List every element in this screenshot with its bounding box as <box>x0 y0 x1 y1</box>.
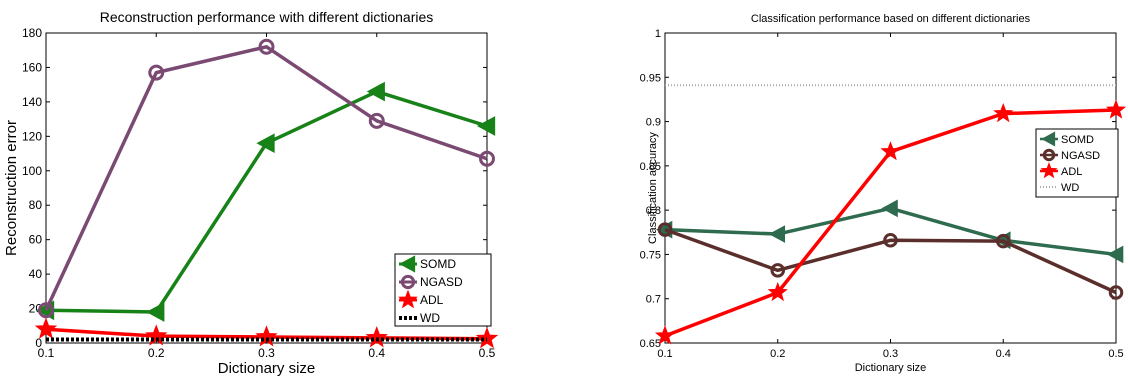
data-point-ngasd <box>479 150 495 167</box>
legend-label: ADL <box>420 293 444 307</box>
y-tick-label: 40 <box>29 267 43 281</box>
data-point-somd <box>881 199 898 218</box>
legend-item-adl: ADL <box>398 289 444 309</box>
y-tick-label: 60 <box>29 233 43 247</box>
x-tick-label: 0.3 <box>883 348 898 360</box>
legend-marker <box>1040 161 1058 179</box>
data-point-ngasd <box>770 263 786 278</box>
legend-label: WD <box>1061 182 1079 194</box>
chart-title: Reconstruction performance with differen… <box>100 9 434 25</box>
y-axis-label: Reconstruction error <box>3 120 20 256</box>
data-point-ngasd <box>995 233 1011 249</box>
data-point-adl <box>34 317 58 339</box>
legend-marker <box>400 274 416 290</box>
data-point-ngasd <box>368 112 385 129</box>
data-point-ngasd <box>657 222 673 237</box>
legend-item-wd: WD <box>399 311 440 325</box>
series-ngasd <box>657 222 1124 300</box>
y-tick-label: 0.65 <box>640 338 661 350</box>
legend-marker <box>1042 148 1056 162</box>
data-point-ngasd <box>883 232 898 248</box>
series-ngasd <box>38 38 495 319</box>
data-point-ngasd <box>1108 285 1124 300</box>
data-point-adl <box>1105 99 1127 119</box>
legend-item-wd: WD <box>1040 182 1079 194</box>
data-point-ngasd <box>38 302 54 319</box>
y-tick-label: 80 <box>29 198 43 212</box>
data-point-somd <box>146 302 165 322</box>
legend-label: NGASD <box>420 275 463 289</box>
y-tick-label: 1 <box>655 28 661 40</box>
series-adl <box>654 99 1127 345</box>
data-point-somd <box>256 133 275 154</box>
y-tick-label: 100 <box>22 164 42 178</box>
x-tick-label: 0.2 <box>770 348 785 360</box>
series-somd <box>35 81 496 322</box>
x-tick-label: 0.5 <box>1108 348 1123 360</box>
legend-item-ngasd: NGASD <box>399 274 463 290</box>
legend-marker <box>399 255 416 273</box>
y-tick-label: 120 <box>22 129 42 143</box>
y-tick-label: 0.7 <box>646 294 661 306</box>
data-point-adl <box>654 325 676 345</box>
legend-label: ADL <box>1061 166 1082 178</box>
legend-label: SOMD <box>1061 134 1094 146</box>
data-point-somd <box>476 116 496 136</box>
x-axis-label: Dictionary size <box>218 360 316 377</box>
legend-item-somd: SOMD <box>399 255 456 273</box>
y-tick-label: 0.8 <box>646 205 661 217</box>
x-tick-label: 0.2 <box>148 346 165 360</box>
x-tick-label: 0.1 <box>38 346 55 360</box>
y-tick-label: 0.85 <box>640 161 661 173</box>
legend-item-ngasd: NGASD <box>1040 148 1100 162</box>
x-tick-label: 0.3 <box>258 346 275 360</box>
series-line-ngasd <box>44 45 488 312</box>
data-point-adl <box>365 326 388 348</box>
x-axis-label: Dictionary size <box>855 362 927 374</box>
legend-label: WD <box>420 311 440 325</box>
x-tick-label: 0.4 <box>996 348 1011 360</box>
data-point-ngasd <box>258 38 275 55</box>
legend-marker <box>1041 131 1056 147</box>
y-tick-label: 160 <box>22 60 42 74</box>
x-tick-label: 0.4 <box>368 346 385 360</box>
legend: SOMD NGASD ADL WD <box>1035 128 1119 198</box>
chart-title: Classification performance based on diff… <box>751 13 1031 25</box>
legend-label: SOMD <box>420 257 456 271</box>
data-point-somd <box>768 225 786 243</box>
y-tick-label: 180 <box>22 26 42 40</box>
reconstruction-chart: Reconstruction performance with differen… <box>3 9 499 377</box>
x-tick-label: 0.5 <box>479 346 496 360</box>
y-tick-label: 0 <box>35 336 42 350</box>
legend-item-adl: ADL <box>1040 161 1082 179</box>
data-point-ngasd <box>148 64 165 81</box>
y-tick-label: 0.9 <box>646 117 661 129</box>
data-point-adl <box>993 102 1014 123</box>
legend: SOMD NGASD ADL WD <box>394 253 492 327</box>
data-point-somd <box>366 81 385 102</box>
legend-label: NGASD <box>1061 150 1100 162</box>
classification-chart: Classification performance based on diff… <box>640 13 1127 374</box>
data-point-adl <box>880 141 901 161</box>
x-tick-label: 0.1 <box>657 348 672 360</box>
y-tick-label: 0.95 <box>640 72 661 84</box>
legend-item-somd: SOMD <box>1040 131 1094 147</box>
data-point-somd <box>1106 245 1124 264</box>
y-tick-label: 140 <box>22 95 42 109</box>
data-point-adl <box>767 281 788 302</box>
y-axis-label: Classification accuracy <box>647 132 659 244</box>
legend-marker <box>398 289 418 309</box>
y-tick-label: 0.75 <box>640 249 661 261</box>
series-line-ngasd <box>664 227 1117 295</box>
